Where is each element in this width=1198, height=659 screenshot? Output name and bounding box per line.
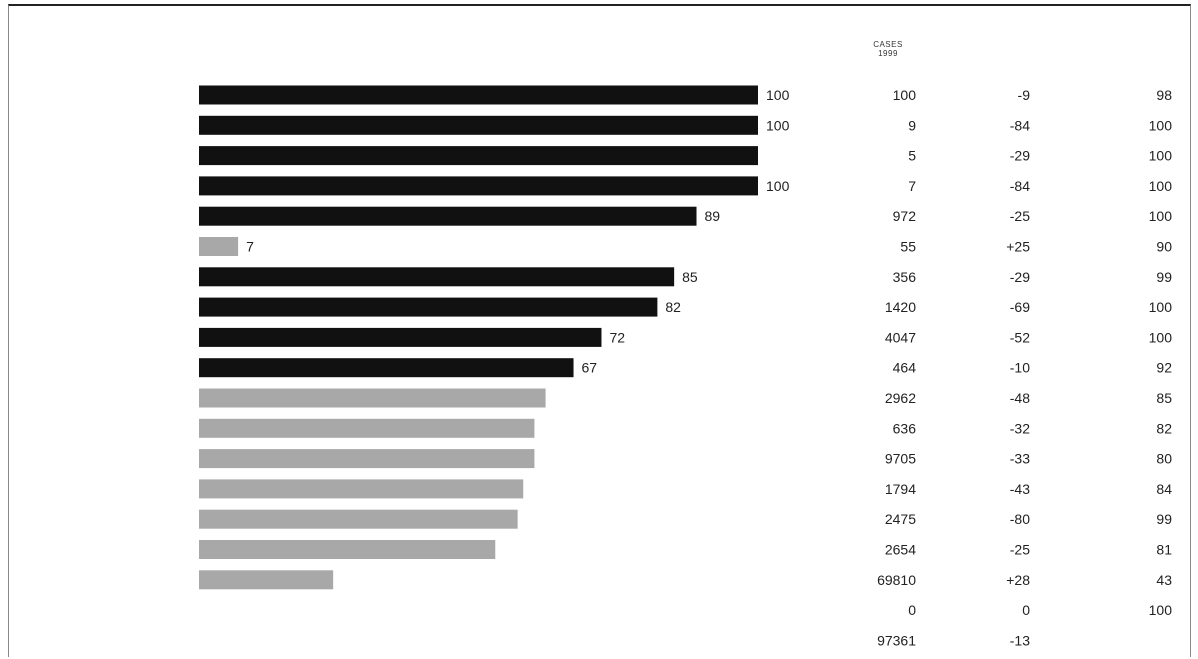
bar-row-4 (199, 176, 758, 196)
table-columns-group: 100 -9 98 9 -84 100 5 -29 100 7 -84 100 972 -25 100 55 +… (877, 87, 1172, 648)
cases-cell-16: 2654 (885, 542, 916, 558)
change-cell-3: -29 (1010, 148, 1030, 164)
cases-cell-17: 69810 (877, 572, 916, 588)
bar-row-13 (199, 449, 535, 469)
pct-cell-12: 82 (1156, 420, 1172, 436)
change-cell-11: -48 (1010, 390, 1030, 406)
bar-value-label-10: 67 (582, 360, 598, 376)
bar-row-14 (199, 479, 524, 499)
bar-row-8 (199, 297, 658, 317)
cases-cell-15: 2475 (885, 511, 916, 527)
bar-row-17 (199, 570, 334, 590)
cases-cell-4: 7 (908, 178, 916, 194)
pct-cell-18: 100 (1149, 602, 1173, 618)
bar-row-9 (199, 327, 602, 347)
change-cell-9: -52 (1010, 329, 1030, 345)
bar-row-15 (199, 509, 518, 529)
bars-group (199, 85, 758, 590)
change-cell-13: -33 (1010, 451, 1030, 467)
pct-cell-9: 100 (1149, 329, 1173, 345)
bar-row-1 (199, 85, 758, 105)
cases-cell-7: 356 (893, 269, 917, 285)
change-cell-1: -9 (1018, 87, 1031, 103)
cases-cell-8: 1420 (885, 299, 916, 315)
pct-cell-5: 100 (1149, 208, 1173, 224)
bar-row-3 (199, 146, 758, 166)
pct-cell-16: 81 (1156, 542, 1172, 558)
bar-row-11 (199, 388, 546, 408)
pct-cell-8: 100 (1149, 299, 1173, 315)
cases-cell-6: 55 (900, 239, 916, 255)
bar-row-16 (199, 540, 496, 559)
bar-value-label-1: 100 (766, 87, 790, 103)
bar-value-label-5: 89 (705, 208, 721, 224)
pct-cell-10: 92 (1156, 360, 1172, 376)
bar-value-label-6: 7 (246, 239, 254, 255)
change-cell-2: -84 (1010, 117, 1030, 133)
change-cell-7: -29 (1010, 269, 1030, 285)
bar-value-label-8: 82 (665, 299, 681, 315)
bar-row-5 (199, 206, 697, 226)
cases-cell-12: 636 (893, 420, 917, 436)
bar-row-12 (199, 418, 535, 438)
pct-cell-1: 98 (1156, 87, 1172, 103)
bar-value-label-4: 100 (766, 178, 790, 194)
change-cell-16: -25 (1010, 542, 1030, 558)
cases-cell-11: 2962 (885, 390, 916, 406)
change-cell-12: -32 (1010, 420, 1030, 436)
pct-cell-7: 99 (1156, 269, 1172, 285)
pct-cell-4: 100 (1149, 178, 1173, 194)
bar-row-7 (199, 267, 675, 287)
pct-cell-2: 100 (1149, 117, 1173, 133)
change-cell-4: -84 (1010, 178, 1030, 194)
change-cell-6: +25 (1006, 239, 1030, 255)
change-cell-17: +28 (1006, 572, 1030, 588)
change-cell-5: -25 (1010, 208, 1030, 224)
bar-value-label-7: 85 (682, 269, 698, 285)
change-cell-10: -10 (1010, 360, 1030, 376)
cases-header-line1: CASES (873, 40, 903, 49)
change-cell-14: -43 (1010, 481, 1030, 497)
pct-cell-14: 84 (1156, 481, 1172, 497)
cases-cell-1: 100 (893, 87, 917, 103)
pct-cell-6: 90 (1156, 239, 1172, 255)
cases-cell-5: 972 (893, 208, 917, 224)
change-cell-19: -13 (1010, 632, 1030, 648)
pct-cell-11: 85 (1156, 390, 1172, 406)
bar-row-6 (199, 237, 239, 256)
pct-cell-3: 100 (1149, 148, 1173, 164)
bar-value-label-2: 100 (766, 117, 790, 133)
cases-cell-9: 4047 (885, 329, 916, 345)
change-cell-18: 0 (1022, 602, 1030, 618)
pct-cell-15: 99 (1156, 511, 1172, 527)
change-cell-8: -69 (1010, 299, 1030, 315)
cases-cell-18: 0 (908, 602, 916, 618)
bar-row-2 (199, 115, 758, 135)
bar-row-10 (199, 358, 574, 378)
cases-cell-3: 5 (908, 148, 916, 164)
bar-value-label-9: 72 (609, 329, 625, 345)
chart-frame (8, 4, 1191, 657)
cases-cell-2: 9 (908, 117, 916, 133)
cases-header: CASES 1999 (858, 40, 918, 58)
cases-cell-13: 9705 (885, 451, 916, 467)
cases-cell-10: 464 (893, 360, 917, 376)
cases-cell-19: 97361 (877, 632, 916, 648)
cases-cell-14: 1794 (885, 481, 916, 497)
change-cell-15: -80 (1010, 511, 1030, 527)
cases-header-line2: 1999 (878, 49, 898, 58)
pct-cell-17: 43 (1156, 572, 1172, 588)
pct-cell-13: 80 (1156, 451, 1172, 467)
